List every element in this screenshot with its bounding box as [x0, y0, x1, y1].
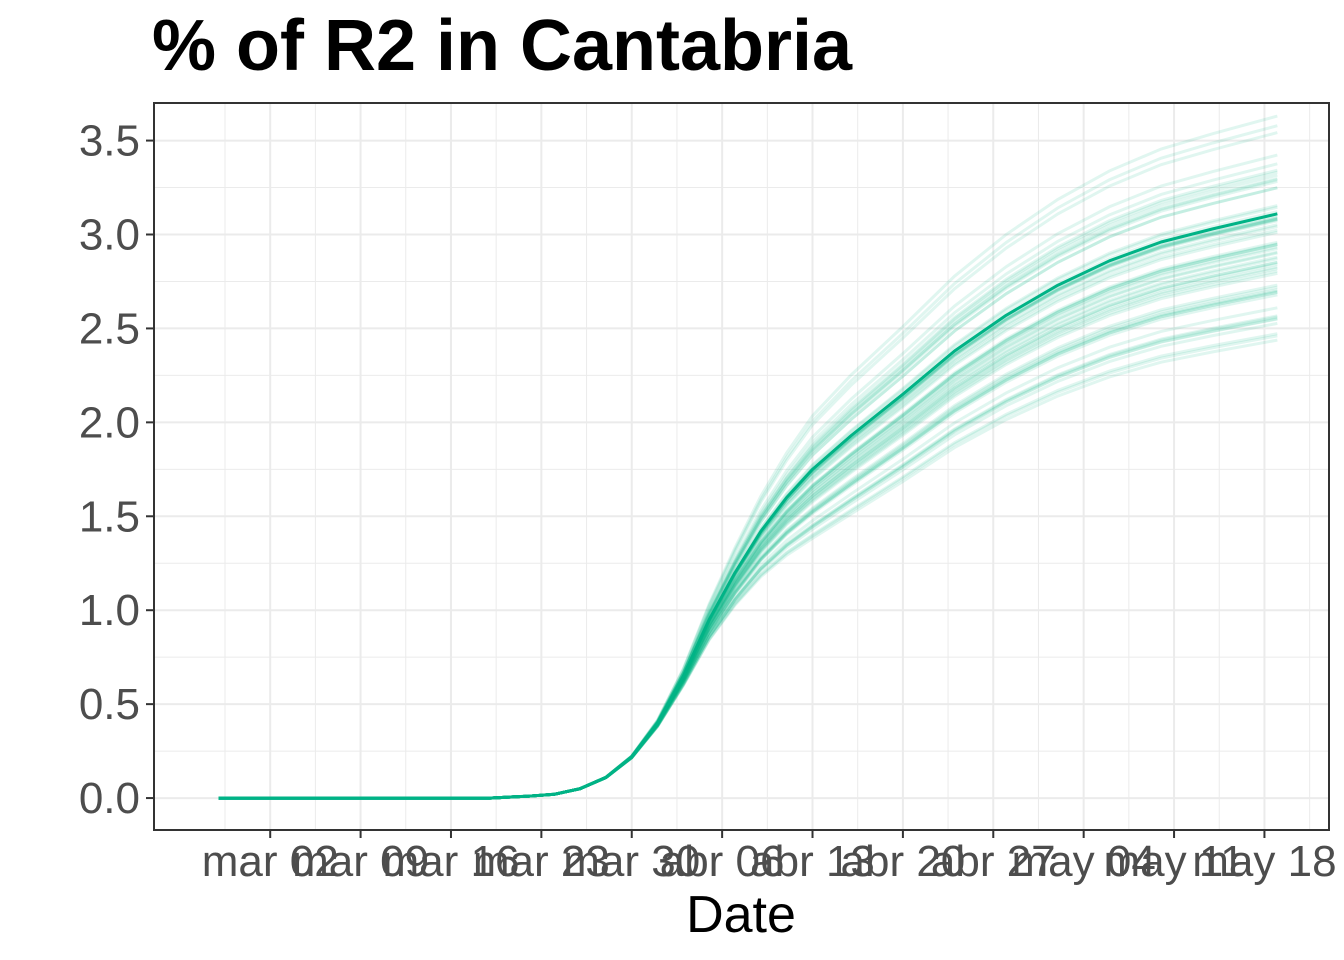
- x-axis-title: Date: [686, 886, 796, 944]
- grid: [154, 103, 1329, 830]
- ensemble-lines: [218, 114, 1278, 800]
- y-tick-label: 2.0: [79, 398, 140, 447]
- y-tick-label: 1.0: [79, 586, 140, 635]
- x-tick-label: mar 09: [292, 837, 429, 886]
- x-tick-label: abr 06: [660, 837, 785, 886]
- x-tick-label: abr 27: [931, 837, 1056, 886]
- ensemble-line: [218, 230, 1278, 800]
- ensemble-line: [218, 205, 1278, 800]
- panel-border: [153, 102, 1330, 831]
- y-tick-label: 3.5: [79, 117, 140, 166]
- median-line: [218, 212, 1278, 800]
- y-tick-label: 0.5: [79, 680, 140, 729]
- x-tick-label: mar 16: [383, 837, 520, 886]
- ensemble-line: [218, 260, 1278, 800]
- ensemble-line: [218, 186, 1278, 800]
- ensemble-line: [218, 228, 1278, 800]
- y-tick-label: 1.5: [79, 492, 140, 541]
- chart-title: % of R2 in Cantabria: [152, 6, 853, 86]
- x-tick-label: mar 02: [202, 837, 339, 886]
- x-tick-label: abr 20: [841, 837, 966, 886]
- y-axis: 0.0 0.5 1.0 1.5 2.0 2.5 3.0 3.5: [79, 117, 154, 823]
- x-tick-label: may 11: [1104, 837, 1245, 886]
- x-tick-label: mar 23: [473, 837, 610, 886]
- y-tick-label: 0.0: [79, 774, 140, 823]
- y-tick-label: 3.0: [79, 210, 140, 259]
- ensemble-line: [218, 186, 1278, 800]
- x-tick-label: may 04: [1012, 837, 1156, 886]
- x-tick-label: may 18: [1192, 837, 1336, 886]
- x-tick-label: mar 30: [563, 837, 700, 886]
- y-tick-label: 2.5: [79, 304, 140, 353]
- x-tick-label: abr 13: [750, 837, 875, 886]
- median-line-group: [218, 212, 1278, 800]
